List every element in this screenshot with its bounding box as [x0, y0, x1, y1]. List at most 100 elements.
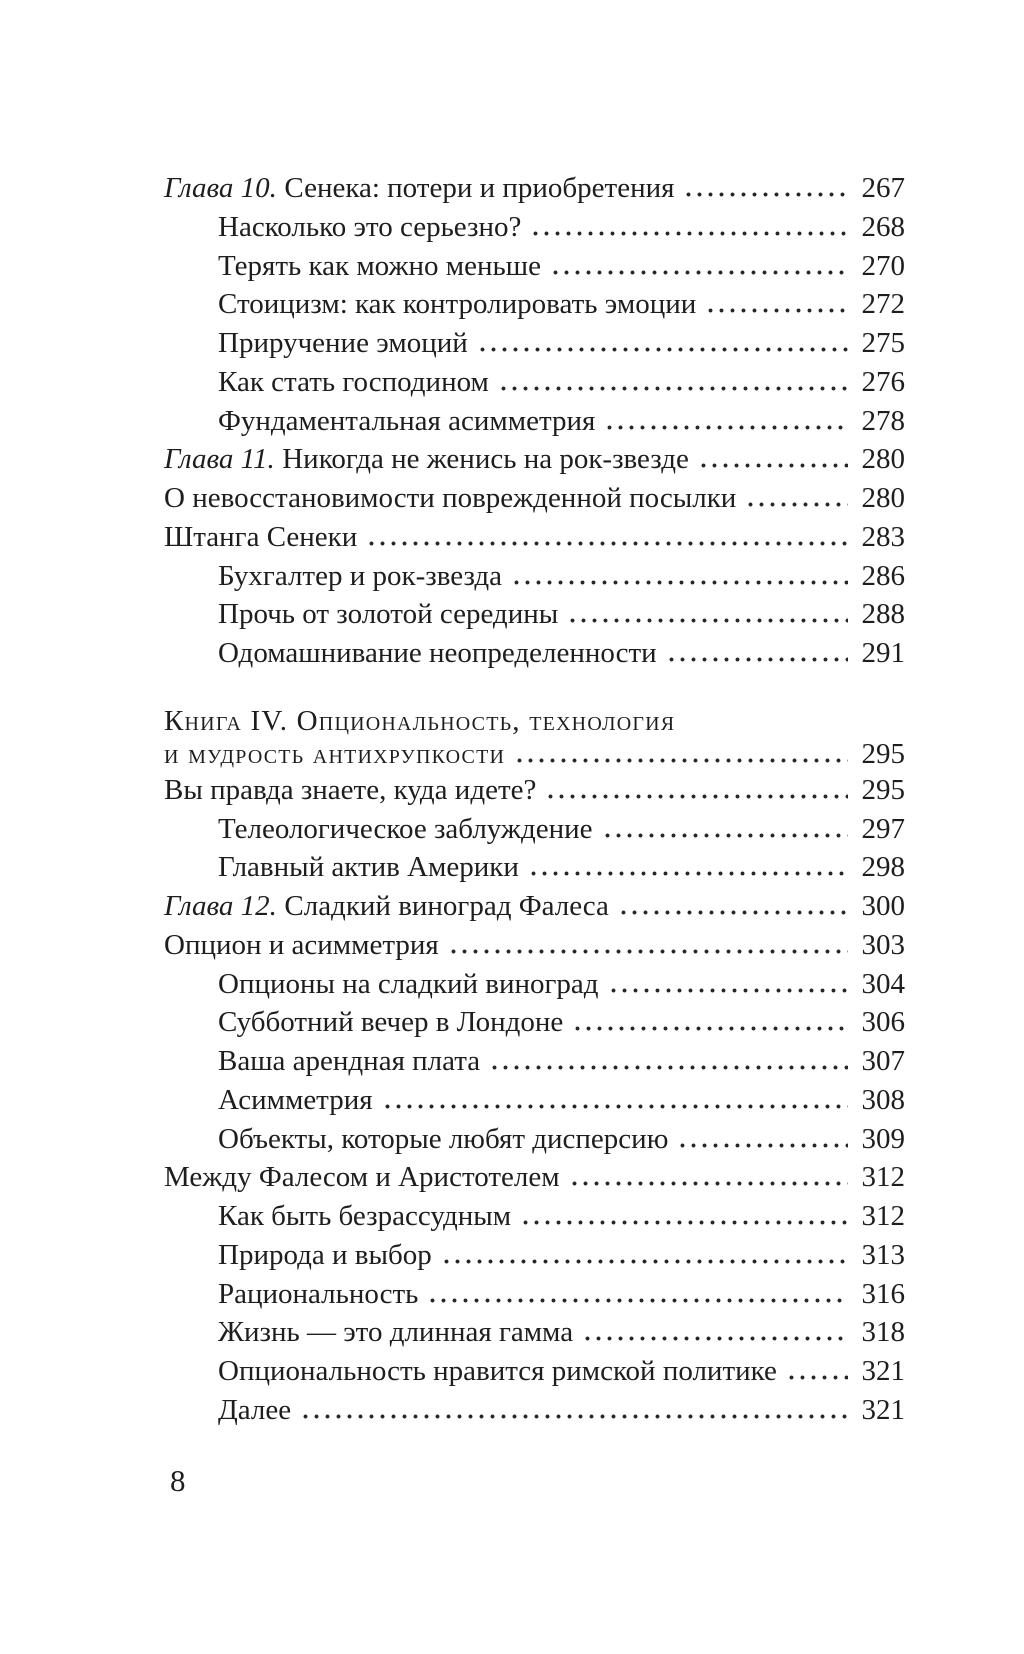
toc-entry: Как быть безрассудным 312 — [164, 1197, 905, 1236]
toc-entry: Далее 321 — [164, 1391, 905, 1430]
dot-leader — [530, 230, 848, 236]
toc-entry: Ваша арендная плата 307 — [164, 1042, 905, 1081]
entry-page-number: 316 — [861, 1277, 906, 1310]
dot-leader — [545, 793, 848, 799]
toc-entry: и мудрость антихрупкости 295 — [164, 738, 905, 771]
entry-page-number: 304 — [861, 967, 906, 1000]
toc-entry: Глава 12. Сладкий виноград Фалеса 300 — [164, 887, 905, 926]
toc-entry: Асимметрия 308 — [164, 1081, 905, 1120]
entry-title: Приручение эмоций — [218, 327, 468, 359]
entry-title: Фундаментальная асимметрия — [218, 404, 596, 437]
entry-title: Жизнь — это длинная гамма — [218, 1316, 574, 1349]
toc-entry: Главный актив Америки 298 — [164, 848, 905, 887]
entry-title: Опцион и асимметрия — [164, 928, 439, 961]
entry-title: Природа и выбор — [218, 1238, 432, 1271]
dot-leader — [568, 1181, 848, 1187]
toc-entry: Насколько это серьезно? 268 — [164, 208, 905, 247]
chapter-label: Глава 12. — [164, 890, 277, 922]
toc-entry: Опционы на сладкий виноград 304 — [164, 965, 905, 1004]
entry-page-number: 267 — [861, 172, 906, 204]
toc-entry: Стоицизм: как контролировать эмоции 272 — [164, 285, 905, 324]
dot-leader — [617, 910, 848, 915]
toc-entry: Природа и выбор 313 — [164, 1236, 905, 1275]
toc-entry: Объекты, которые любят дисперсию 309 — [164, 1120, 905, 1159]
entry-title: Стоицизм: как контролировать эмоции — [218, 288, 697, 321]
entry-page-number: 288 — [861, 598, 906, 631]
entry-page-number: 303 — [861, 928, 906, 961]
entry-title: О невосстановимости поврежденной посылки — [164, 482, 737, 514]
toc-entry: Прочь от золотой середины 288 — [164, 595, 905, 634]
entry-page-number: 280 — [861, 482, 906, 514]
dot-leader — [677, 1142, 848, 1148]
dot-leader — [440, 1258, 848, 1264]
toc-entry: Рациональность 316 — [164, 1275, 905, 1314]
entry-page-number: 268 — [861, 210, 906, 243]
entry-title: Никогда не женись на рок-звезде — [282, 443, 689, 476]
entry-title: Асимметрия — [218, 1083, 373, 1116]
toc-entry: Терять как можно меньше 270 — [164, 247, 905, 286]
toc-entry: Вы правда знаете, куда идете? 295 — [164, 771, 905, 810]
entry-title: Объекты, которые любят дисперсию — [218, 1122, 669, 1155]
entry-title: Далее — [218, 1393, 292, 1426]
dot-leader — [683, 192, 848, 197]
toc-entry: Между Фалесом и Аристотелем 312 — [164, 1158, 905, 1197]
entry-title: Насколько это серьезно? — [218, 210, 522, 243]
dot-leader — [511, 579, 848, 585]
table-of-contents: Глава 10. Сенека: потери и приобретения … — [164, 169, 905, 1430]
entry-page-number: 275 — [861, 327, 906, 359]
toc-entry: Опцион и асимметрия 303 — [164, 926, 905, 965]
entry-page-number: 318 — [861, 1316, 906, 1349]
entry-title: Штанга Сенеки — [164, 520, 358, 553]
dot-leader — [601, 832, 848, 838]
toc-entry: Бухгалтер и рок-звезда 286 — [164, 557, 905, 596]
entry-title: Бухгалтер и рок-звезда — [218, 559, 502, 592]
toc-entry: Жизнь — это длинная гамма 318 — [164, 1313, 905, 1352]
dot-leader — [527, 871, 848, 877]
dot-leader — [447, 948, 848, 954]
entry-title: и мудрость антихрупкости — [164, 737, 506, 770]
entry-title: Сладкий виноград Фалеса — [284, 890, 609, 922]
toc-entry: Глава 10. Сенека: потери и приобретения … — [164, 169, 905, 208]
dot-leader — [604, 424, 848, 430]
entry-title: Опциональность нравится римской политике — [218, 1355, 777, 1387]
page-folio: 8 — [170, 1463, 186, 1498]
dot-leader — [567, 618, 848, 624]
toc-entry: Телеологическое заблуждение 297 — [164, 810, 905, 849]
entry-title: Прочь от золотой середины — [218, 598, 559, 631]
entry-page-number: 313 — [861, 1238, 906, 1271]
dot-leader — [489, 1065, 848, 1070]
entry-page-number: 272 — [861, 288, 906, 321]
entry-page-number: 295 — [861, 773, 906, 806]
toc-entry: Одомашнивание неопределенности 291 — [164, 634, 905, 673]
entry-page-number: 306 — [861, 1006, 906, 1039]
chapter-label: Глава 10. — [164, 172, 277, 204]
entry-page-number: 278 — [861, 404, 906, 437]
entry-page-number: 295 — [861, 737, 906, 770]
dot-leader — [665, 657, 848, 662]
entry-title: Телеологическое заблуждение — [218, 812, 593, 845]
toc-entry: Субботний вечер в Лондоне 306 — [164, 1003, 905, 1042]
entry-page-number: 291 — [861, 637, 906, 669]
entry-title: Сенека: потери и приобретения — [284, 172, 675, 204]
dot-leader — [427, 1297, 848, 1303]
entry-page-number: 270 — [861, 249, 906, 282]
entry-title: Главный актив Америки — [218, 851, 519, 884]
entry-title: Как быть безрассудным — [218, 1200, 512, 1232]
dot-leader — [785, 1375, 848, 1380]
entry-title: Терять как можно меньше — [218, 249, 541, 282]
entry-page-number: 312 — [861, 1161, 906, 1194]
entry-page-number: 283 — [861, 520, 906, 553]
entry-title: Вы правда знаете, куда идете? — [164, 773, 537, 806]
dot-leader — [300, 1413, 848, 1419]
dot-leader — [514, 757, 848, 763]
entry-title: Ваша арендная плата — [218, 1045, 481, 1077]
dot-leader — [520, 1220, 848, 1225]
entry-page-number: 321 — [861, 1355, 906, 1387]
entry-page-number: 276 — [861, 365, 906, 398]
dot-leader — [497, 385, 848, 391]
dot-leader — [582, 1336, 848, 1342]
entry-title: Одомашнивание неопределенности — [218, 637, 657, 669]
entry-page-number: 286 — [861, 559, 906, 592]
dot-leader — [745, 502, 848, 507]
